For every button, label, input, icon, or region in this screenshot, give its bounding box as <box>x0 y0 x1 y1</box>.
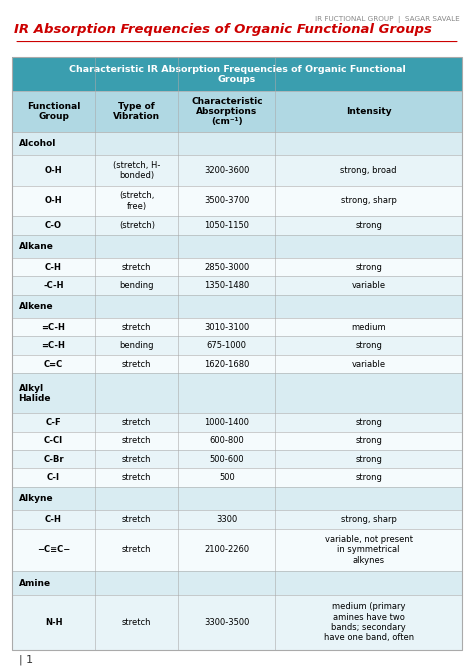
Text: variable: variable <box>352 360 386 368</box>
Bar <box>12 450 462 468</box>
Text: 3300-3500: 3300-3500 <box>204 618 249 627</box>
Text: stretch: stretch <box>122 263 152 271</box>
Text: O-H: O-H <box>45 196 62 206</box>
Bar <box>12 373 462 413</box>
Bar <box>12 487 462 510</box>
Text: 1000-1400: 1000-1400 <box>204 418 249 427</box>
Text: C-H: C-H <box>45 515 62 524</box>
Text: medium (primary
amines have two
bands; secondary
have one band, often: medium (primary amines have two bands; s… <box>324 602 414 643</box>
Text: stretch: stretch <box>122 323 152 332</box>
Bar <box>12 155 462 186</box>
Bar <box>12 216 462 234</box>
Text: 500-600: 500-600 <box>210 455 244 464</box>
Bar <box>12 276 462 295</box>
Text: Characteristic IR Absorption Frequencies of Organic Functional
Groups: Characteristic IR Absorption Frequencies… <box>69 64 405 84</box>
Text: C=C: C=C <box>44 360 63 368</box>
Text: O-H: O-H <box>45 165 62 175</box>
Text: bending: bending <box>119 281 154 290</box>
Text: strong: strong <box>356 473 382 482</box>
Text: stretch: stretch <box>122 473 152 482</box>
Bar <box>12 572 462 595</box>
Text: 2100-2260: 2100-2260 <box>204 545 249 555</box>
Bar <box>12 595 462 650</box>
Text: C-I: C-I <box>47 473 60 482</box>
Bar <box>12 57 462 92</box>
Text: stretch: stretch <box>122 418 152 427</box>
Text: bending: bending <box>119 341 154 350</box>
Text: =C-H: =C-H <box>42 341 65 350</box>
Text: IR Absorption Frequencies of Organic Functional Groups: IR Absorption Frequencies of Organic Fun… <box>14 23 432 36</box>
Text: Alkyl
Halide: Alkyl Halide <box>18 383 51 403</box>
Text: strong, broad: strong, broad <box>340 165 397 175</box>
Text: (stretch,
free): (stretch, free) <box>119 191 155 210</box>
Text: N-H: N-H <box>45 618 62 627</box>
Text: stretch: stretch <box>122 436 152 446</box>
Bar <box>12 355 462 373</box>
Text: 675-1000: 675-1000 <box>207 341 247 350</box>
Text: C-H: C-H <box>45 263 62 271</box>
Text: 3200-3600: 3200-3600 <box>204 165 249 175</box>
Text: C-Br: C-Br <box>43 455 64 464</box>
Bar <box>12 57 462 650</box>
Text: stretch: stretch <box>122 455 152 464</box>
Text: Alkyne: Alkyne <box>18 494 53 503</box>
Text: 3500-3700: 3500-3700 <box>204 196 249 206</box>
Text: 3010-3100: 3010-3100 <box>204 323 249 332</box>
Text: -C-H: -C-H <box>43 281 64 290</box>
Text: medium: medium <box>351 323 386 332</box>
Text: 3300: 3300 <box>216 515 237 524</box>
Text: Alkane: Alkane <box>18 242 54 251</box>
Text: stretch: stretch <box>122 360 152 368</box>
Text: C-Cl: C-Cl <box>44 436 63 446</box>
Text: (stretch, H-
bonded): (stretch, H- bonded) <box>113 161 161 180</box>
Text: strong: strong <box>356 263 382 271</box>
Text: Functional
Group: Functional Group <box>27 102 80 121</box>
Text: IR FUCTIONAL GROUP  |  SAGAR SAVALE: IR FUCTIONAL GROUP | SAGAR SAVALE <box>315 16 460 23</box>
Text: 1050-1150: 1050-1150 <box>204 221 249 230</box>
Text: C-O: C-O <box>45 221 62 230</box>
Text: variable, not present
in symmetrical
alkynes: variable, not present in symmetrical alk… <box>325 535 413 565</box>
Text: stretch: stretch <box>122 618 152 627</box>
Text: Intensity: Intensity <box>346 107 392 116</box>
Bar <box>12 234 462 258</box>
Text: =C-H: =C-H <box>42 323 65 332</box>
Text: strong: strong <box>356 418 382 427</box>
Bar <box>12 295 462 318</box>
Bar <box>12 131 462 155</box>
Text: Amine: Amine <box>18 579 51 588</box>
Text: strong, sharp: strong, sharp <box>341 196 397 206</box>
Text: Type of
Vibration: Type of Vibration <box>113 102 160 121</box>
Text: 2850-3000: 2850-3000 <box>204 263 249 271</box>
Bar <box>12 413 462 431</box>
Text: stretch: stretch <box>122 545 152 555</box>
Text: −C≡C−: −C≡C− <box>37 545 70 555</box>
Text: Alcohol: Alcohol <box>18 139 56 148</box>
Text: strong: strong <box>356 436 382 446</box>
Text: strong: strong <box>356 341 382 350</box>
Text: 500: 500 <box>219 473 235 482</box>
Text: C-F: C-F <box>46 418 61 427</box>
Text: | 1: | 1 <box>19 654 33 665</box>
Text: strong, sharp: strong, sharp <box>341 515 397 524</box>
Bar <box>12 258 462 276</box>
Bar <box>12 510 462 529</box>
Text: (stretch): (stretch) <box>119 221 155 230</box>
Text: IR Absorption Frequencies of Organic Functional Groups: IR Absorption Frequencies of Organic Fun… <box>14 44 432 56</box>
Bar <box>12 336 462 355</box>
Text: strong: strong <box>356 221 382 230</box>
Text: stretch: stretch <box>122 515 152 524</box>
Bar <box>12 92 462 131</box>
Text: 1350-1480: 1350-1480 <box>204 281 249 290</box>
Text: variable: variable <box>352 281 386 290</box>
Text: Alkene: Alkene <box>18 302 53 311</box>
Text: 1620-1680: 1620-1680 <box>204 360 249 368</box>
Bar <box>12 431 462 450</box>
Text: Characteristic
Absorptions
(cm⁻¹): Characteristic Absorptions (cm⁻¹) <box>191 96 263 127</box>
Text: strong: strong <box>356 455 382 464</box>
Bar <box>12 468 462 487</box>
Bar <box>12 186 462 216</box>
Bar <box>12 529 462 572</box>
Text: 600-800: 600-800 <box>210 436 244 446</box>
Bar <box>12 318 462 336</box>
